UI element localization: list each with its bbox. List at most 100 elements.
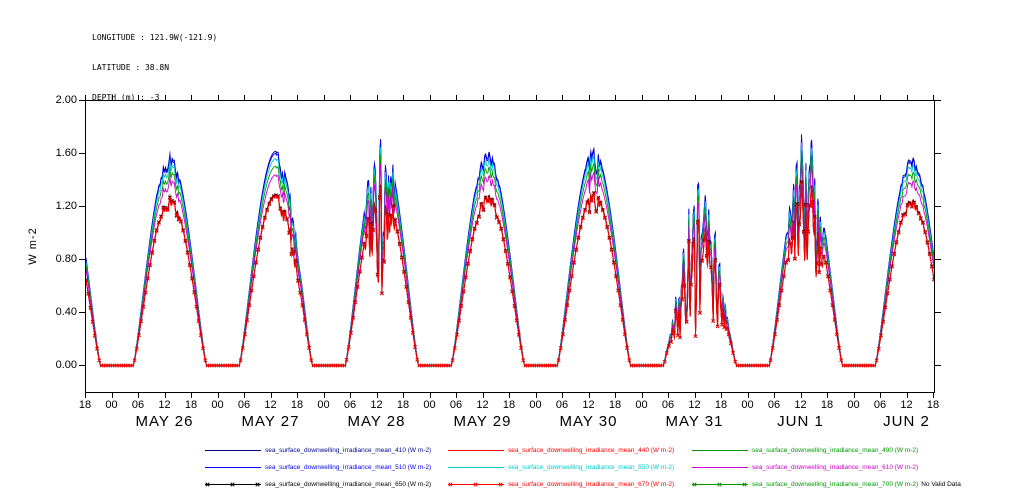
y-tick-label: 0.80 [55,252,77,265]
y-tick [79,364,85,366]
x-marker-icon [255,482,260,487]
x-tick [323,393,325,398]
x-tick [244,95,245,100]
legend-entry-440: sea_surface_downwelling_irradiance_mean_… [448,446,674,455]
x-tick [933,95,934,100]
x-tick [403,95,404,100]
x-tick [509,95,510,100]
x-tick [721,95,722,100]
x-tick [350,95,351,100]
x-tick-label: 12 [688,399,701,411]
legend-line-sample [448,446,504,455]
x-tick [270,95,272,100]
legend-entry-510: sea_surface_downwelling_irradiance_mean_… [205,463,431,472]
x-tick [191,95,192,100]
x-tick [482,393,484,398]
x-tick [615,393,616,398]
legend-entry-650: sea_surface_downwelling_irradiance_mean_… [205,480,431,489]
x-tick [297,393,298,398]
x-tick [456,393,457,398]
x-marker-icon [498,482,503,487]
legend-line-sample [448,480,504,489]
legend-label: sea_surface_downwelling_irradiance_mean_… [508,463,675,471]
legend-label: sea_surface_downwelling_irradiance_mean_… [508,446,675,454]
x-tick-label: 06 [767,399,781,411]
x-tick [800,95,802,100]
x-tick [323,95,325,100]
x-marker-icon [692,482,697,487]
x-tick-label: 18 [184,399,198,411]
x-tick [138,393,139,398]
legend-entry-550: sea_surface_downwelling_irradiance_mean_… [448,463,674,472]
x-tick-label: 18 [78,399,92,411]
x-tick-label: 12 [794,399,807,411]
y-tick [935,205,941,207]
legend-label: sea_surface_downwelling_irradiance_mean_… [752,480,919,488]
legend-label: sea_surface_downwelling_irradiance_mean_… [265,480,432,488]
x-tick [85,393,86,398]
x-marker-icon [448,482,453,487]
x-tick [906,393,908,398]
y-tick-label: 1.60 [55,146,77,159]
x-tick [641,95,643,100]
x-tick-label: 06 [555,399,569,411]
x-tick-label: 06 [131,399,145,411]
y-tick-label: 0.40 [55,305,77,318]
x-tick [535,393,537,398]
x-tick [535,95,537,100]
x-tick-label: 06 [873,399,887,411]
legend-line-sample [205,480,261,489]
x-tick [853,393,855,398]
x-tick [694,393,696,398]
x-tick [747,95,749,100]
legend-line-sample [205,463,261,472]
x-tick-label: 12 [582,399,595,411]
x-tick [668,95,669,100]
x-tick [615,95,616,100]
y-tick [935,100,941,101]
x-tick [164,393,166,398]
x-tick [562,95,563,100]
x-tick [774,95,775,100]
x-tick [482,95,484,100]
legend-entry-410: sea_surface_downwelling_irradiance_mean_… [205,446,431,455]
y-tick [935,311,941,313]
x-tick-label: 12 [370,399,383,411]
chart-canvas [86,101,934,392]
y-tick [79,311,85,313]
x-tick [800,393,802,398]
x-tick [694,95,696,100]
legend-label: sea_surface_downwelling_irradiance_mean_… [265,463,432,471]
latitude-line: LATITUDE : 38.8N [92,63,170,72]
legend-line-sample [205,446,261,455]
x-tick-label: 12 [264,399,277,411]
x-tick-label: 00 [423,399,436,411]
legend-line-sample [448,463,504,472]
legend-entry-490: sea_surface_downwelling_irradiance_mean_… [692,446,918,455]
x-tick-label: 00 [741,399,754,411]
y-tick [935,258,941,260]
longitude-line: LONGITUDE : 121.9W(-121.9) [92,33,218,42]
legend-entry-610: sea_surface_downwelling_irradiance_mean_… [692,463,918,472]
x-tick-label: 12 [476,399,489,411]
x-tick [217,393,219,398]
x-tick [668,393,669,398]
x-day-label: MAY 26 [135,413,194,430]
x-day-label: MAY 27 [241,413,300,430]
x-tick [827,95,828,100]
legend-line-sample [692,463,748,472]
y-tick [935,152,941,154]
x-tick-label: 18 [502,399,516,411]
x-tick [350,393,351,398]
x-tick-label: 18 [608,399,622,411]
x-tick [270,393,272,398]
x-tick-label: 06 [237,399,251,411]
legend-entry-700: sea_surface_downwelling_irradiance_mean_… [692,480,961,489]
x-marker-icon [230,482,235,487]
x-marker-icon [742,482,747,487]
x-tick [111,95,113,100]
x-tick-label: 00 [211,399,224,411]
x-tick-label: 18 [926,399,940,411]
x-day-label: JUN 1 [777,413,824,430]
y-tick [79,152,85,154]
